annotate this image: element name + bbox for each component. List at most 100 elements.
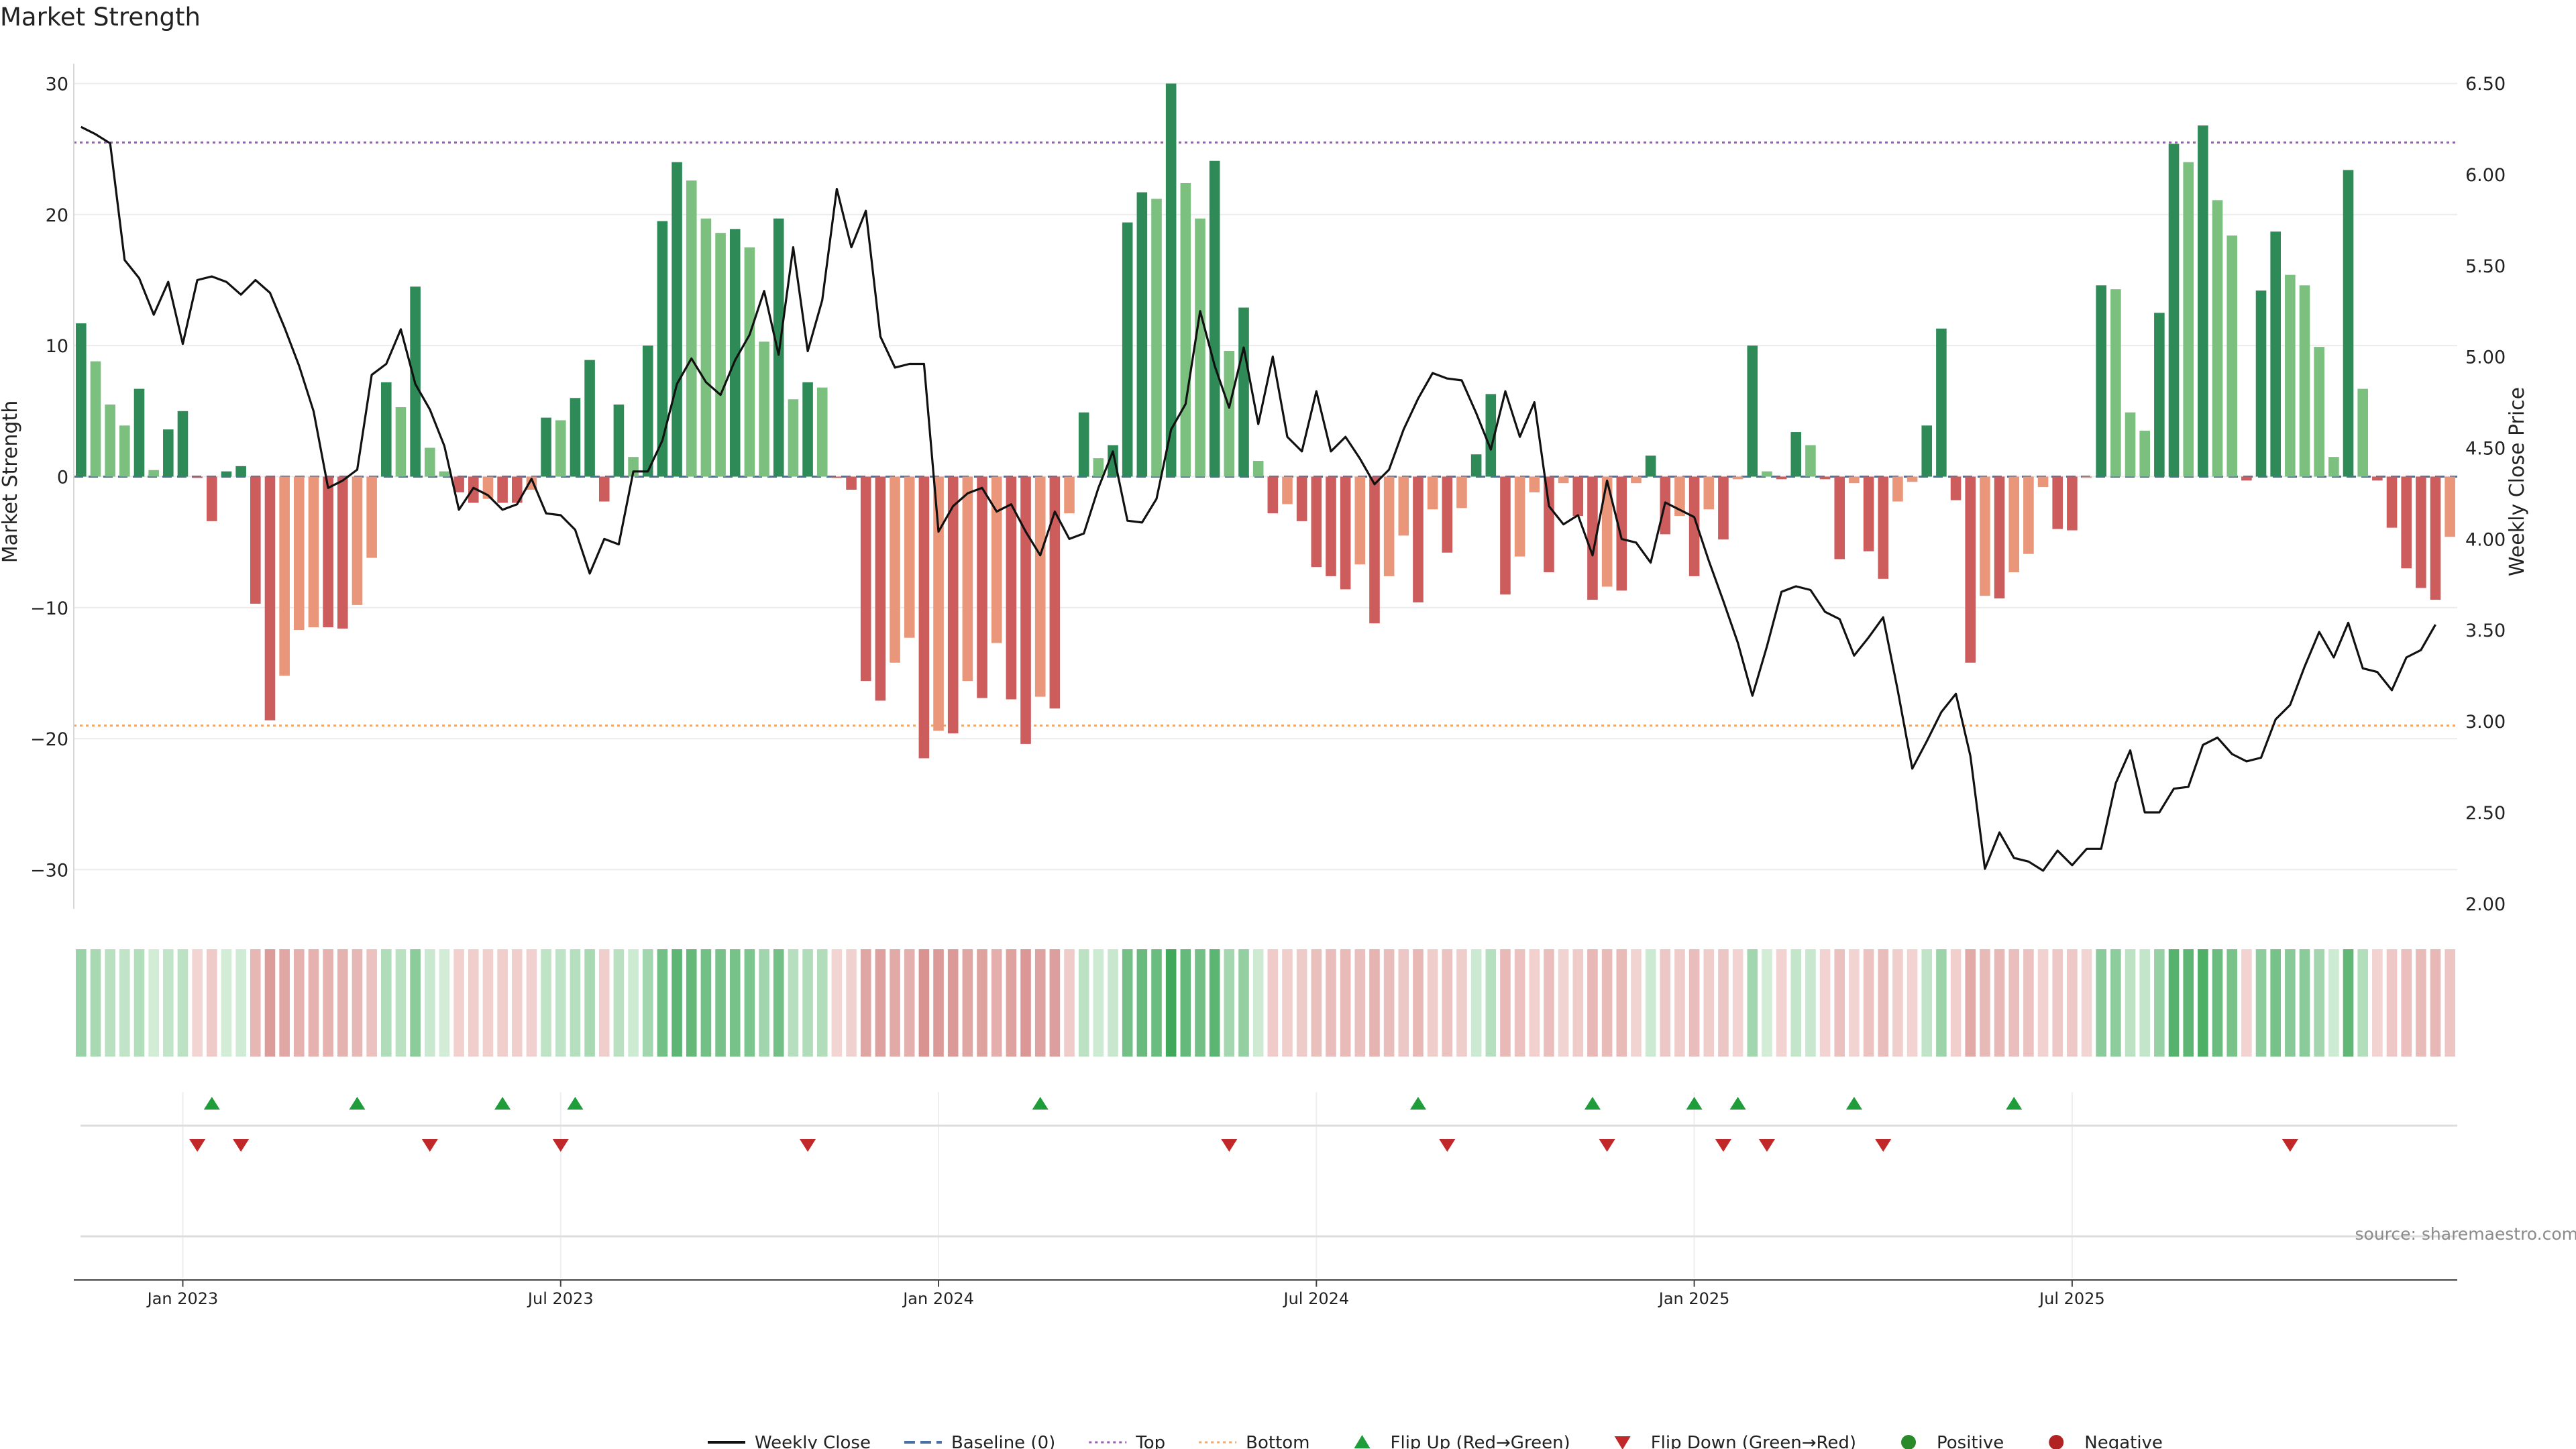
heat-cell	[1369, 949, 1380, 1057]
strength-bar	[497, 476, 508, 503]
heat-cell	[2139, 949, 2151, 1057]
heat-cell	[1427, 949, 1438, 1057]
heat-cell	[991, 949, 1002, 1057]
strength-bar	[163, 429, 174, 477]
heat-cell	[598, 949, 610, 1057]
legend-label: Weekly Close	[755, 1433, 871, 1449]
strength-bar	[235, 466, 246, 477]
heat-cell	[1020, 949, 1031, 1057]
heat-cell	[1136, 949, 1148, 1057]
heat-cell	[860, 949, 871, 1057]
strength-bar	[511, 476, 523, 503]
heat-cell	[2212, 949, 2223, 1057]
heat-cell	[1703, 949, 1715, 1057]
heat-cell	[2226, 949, 2237, 1057]
chart-title: Market Strength	[0, 3, 201, 32]
strength-bar	[686, 180, 697, 477]
heat-cell	[729, 949, 741, 1057]
heat-cell	[1732, 949, 1743, 1057]
strength-bar	[1078, 412, 1089, 477]
heat-cell	[2445, 949, 2455, 1057]
strength-bar	[1703, 476, 1715, 510]
heat-cell	[1485, 949, 1497, 1057]
strength-bar	[337, 476, 348, 629]
heat-cell	[410, 949, 421, 1057]
heat-cell	[2386, 949, 2398, 1057]
strength-bar	[1558, 476, 1569, 484]
heat-cell	[148, 949, 159, 1057]
strength-bar	[1151, 199, 1162, 477]
strength-bar	[1296, 476, 1307, 521]
x-tick-label: Jan 2025	[1658, 1289, 1730, 1308]
heat-cell	[2008, 949, 2020, 1057]
heat-cell	[1994, 949, 2005, 1057]
flip-down-marker	[2282, 1139, 2298, 1152]
heat-cell	[1238, 949, 1249, 1057]
heat-cell	[1195, 949, 1205, 1057]
strength-bar	[1485, 394, 1497, 477]
legend-item: Flip Up (Red→Green)	[1354, 1433, 1570, 1449]
y-tick-label: 10	[46, 336, 68, 357]
heat-cell	[2416, 949, 2426, 1057]
heat-cell	[584, 949, 595, 1057]
flip-down-marker	[1875, 1139, 1892, 1152]
strength-bar	[1834, 476, 1845, 559]
heat-cell	[2372, 949, 2383, 1057]
strength-bar	[1049, 476, 1061, 709]
heat-cell	[686, 949, 697, 1057]
heat-cell	[657, 949, 668, 1057]
strength-bar	[2052, 476, 2063, 529]
heat-cell	[570, 949, 581, 1057]
strength-bar	[1282, 476, 1293, 504]
heat-cell	[1950, 949, 1962, 1057]
strength-bar	[2401, 476, 2412, 569]
strength-bar	[1413, 476, 1424, 602]
heat-cell	[1762, 949, 1772, 1057]
strength-bar	[439, 471, 450, 477]
heat-cell	[1326, 949, 1336, 1057]
strength-bar	[1674, 476, 1685, 517]
legend-item: Weekly Close	[708, 1433, 871, 1449]
heat-cell	[2110, 949, 2121, 1057]
strength-bar	[1688, 476, 1700, 576]
flip-up-marker	[1686, 1097, 1703, 1110]
strength-bar	[1470, 454, 1482, 477]
legend-swatch-circle	[1901, 1435, 1917, 1449]
heat-cell	[1601, 949, 1613, 1057]
heat-cell	[308, 949, 319, 1057]
heat-cell	[526, 949, 537, 1057]
strength-bar	[1921, 425, 1933, 477]
legend-item: Top	[1089, 1433, 1165, 1449]
flip-down-marker	[800, 1139, 816, 1152]
strength-bar	[2372, 476, 2383, 481]
strength-bar	[1064, 476, 1075, 514]
strength-bar	[424, 447, 435, 477]
strength-bar	[1224, 350, 1235, 477]
heat-cell	[337, 949, 348, 1057]
strength-bar	[541, 417, 551, 477]
strength-bar	[831, 476, 843, 478]
heat-cell	[2125, 949, 2136, 1057]
strength-bar	[2168, 144, 2180, 477]
strength-bar	[918, 476, 930, 759]
legend-item: Positive	[1901, 1433, 2004, 1449]
legend-label: Flip Up (Red→Green)	[1391, 1433, 1570, 1449]
heat-cell	[1558, 949, 1569, 1057]
heat-cell	[744, 949, 755, 1057]
strength-bar	[788, 399, 799, 477]
strength-bar	[1849, 476, 1860, 484]
strength-bar	[700, 218, 712, 477]
strength-bar	[1427, 476, 1438, 510]
heat-cell	[1965, 949, 1976, 1057]
heat-cell	[366, 949, 377, 1057]
heat-cell	[119, 949, 130, 1057]
strength-bar	[366, 476, 377, 558]
heat-cell	[555, 949, 566, 1057]
y2-tick-label: 6.50	[2465, 74, 2506, 95]
heat-cell	[439, 949, 450, 1057]
heat-cell	[918, 949, 930, 1057]
strength-bar	[1311, 476, 1322, 568]
heat-cell	[2328, 949, 2339, 1057]
strength-bar	[192, 476, 203, 478]
heat-cell	[1645, 949, 1656, 1057]
